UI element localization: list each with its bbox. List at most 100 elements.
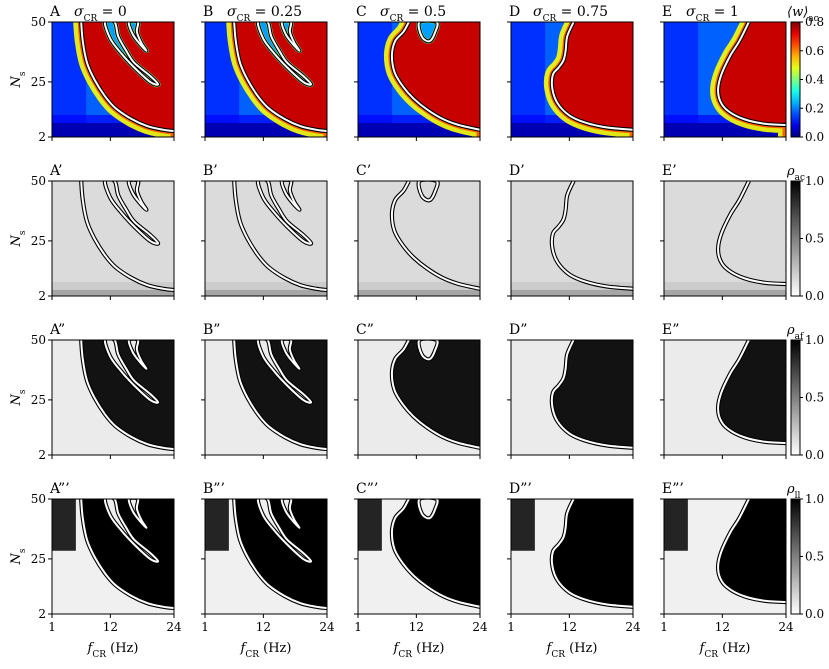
boundary-contour	[550, 181, 633, 290]
panel-letter: E’	[662, 163, 677, 179]
tongue-contour	[103, 181, 160, 245]
colorbar-tick-label: 0.8	[805, 15, 824, 29]
x-axis-label: fCR (Hz)	[393, 641, 445, 660]
colorbar-tick-label: 1.0	[805, 174, 824, 188]
panel-frame	[204, 180, 328, 297]
x-tick-label: 24	[472, 620, 488, 634]
panel-letter: B	[203, 4, 213, 20]
boundary-contour	[550, 340, 633, 449]
panel-b-row-4: 1 12 24 fCR (Hz) B”’	[201, 481, 335, 660]
colorbar-tick-label: 1.0	[805, 333, 824, 347]
tongue-contour	[417, 340, 439, 361]
boundary-contour	[233, 499, 327, 609]
boundary-contour	[80, 340, 174, 450]
x-tick-label: 12	[409, 620, 424, 634]
panel-c-row-4: 1 12 24 fCR (Hz) C”’	[354, 481, 488, 660]
panel-letter: C	[356, 4, 367, 20]
heatmap-high-region	[81, 499, 174, 614]
colorbar-tick-label: 1.0	[805, 492, 824, 506]
heatmap-floor-halo	[664, 282, 786, 290]
boundary-contour	[80, 499, 174, 609]
heatmap-high-region	[81, 22, 174, 137]
panel-frame	[51, 339, 175, 456]
heatmap-left-patch	[664, 499, 688, 551]
colorbar-tick-label: 0.0	[805, 130, 824, 144]
x-tick-label: 1	[201, 620, 209, 634]
heatmap-floor	[511, 290, 633, 296]
panel-a-row-3: 2 25 50 Ns A”	[9, 322, 175, 462]
panel-frame	[663, 498, 787, 615]
heatmap-left-patch	[52, 499, 76, 551]
boundary-contour	[550, 499, 633, 608]
panel-title: σCR = 1	[686, 4, 739, 24]
heatmap-floor	[205, 290, 327, 296]
colorbar-row-4: 1.0 0.5 0.0 ρll	[786, 482, 824, 621]
y-axis-label: Ns	[9, 389, 28, 406]
y-tick-label: 25	[31, 552, 46, 566]
panel-frame	[357, 180, 481, 297]
x-axis-label: fCR (Hz)	[546, 641, 598, 660]
x-tick-label: 24	[778, 620, 794, 634]
heatmap-high-region	[551, 22, 633, 137]
boundary-contour	[80, 181, 174, 291]
heatmap-high-region	[234, 499, 327, 614]
colorbar-row-3: 1.0 0.5 0.0 ρaf	[786, 323, 824, 462]
colorbar-label: ρaf	[786, 323, 804, 342]
tongue-contour	[103, 340, 160, 404]
panel-letter: E”	[662, 322, 679, 338]
tongue-contour	[417, 499, 439, 520]
panel-a-row-2: 2 25 50 Ns A’	[9, 163, 175, 303]
x-tick-label: 12	[562, 620, 577, 634]
colorbar-tick-label: 0.5	[805, 550, 824, 564]
panel-b-row-2: B’	[201, 163, 328, 300]
heatmap-high-region	[81, 340, 174, 455]
colorbar-tick-label: 0.6	[805, 44, 824, 58]
heatmap-high-region	[551, 340, 633, 455]
heatmap-floor	[358, 290, 480, 296]
panel-letter: D”	[509, 322, 527, 338]
x-axis-label: fCR (Hz)	[87, 641, 139, 660]
panel-letter: B”	[203, 322, 220, 338]
colorbar-tick-label: 0.0	[805, 448, 824, 462]
x-tick-label: 12	[715, 620, 730, 634]
heatmap-floor-halo	[664, 115, 786, 123]
heatmap-floor	[664, 290, 786, 296]
panel-frame	[510, 498, 634, 615]
panel-letter: A’	[49, 163, 63, 179]
heatmap-left-patch	[358, 499, 382, 551]
colorbar-tick-label: 0.2	[805, 101, 824, 115]
y-axis-label: Ns	[9, 548, 28, 565]
colorbar-tick-label: 0.5	[805, 391, 824, 405]
x-tick-label: 24	[625, 620, 641, 634]
panel-d-row-3: D”	[507, 322, 634, 459]
panel-title: σCR = 0.25	[227, 4, 302, 24]
boundary-contour	[390, 340, 480, 449]
boundary-contour	[550, 22, 633, 131]
panel-letter: D’	[509, 163, 525, 179]
heatmap-floor-halo	[205, 115, 327, 123]
tongue-contour	[103, 22, 160, 86]
panel-frame	[510, 21, 634, 138]
colorbar-row-2: 1.0 0.5 0.0 ρac	[786, 164, 824, 303]
panel-frame	[357, 498, 481, 615]
y-axis-label: Ns	[9, 230, 28, 247]
panel-letter: A”	[49, 322, 65, 338]
heatmap-high-region	[391, 340, 480, 455]
y-tick-label: 50	[31, 492, 46, 506]
heatmap-background	[664, 181, 786, 296]
x-tick-label: 1	[660, 620, 668, 634]
x-tick-label: 1	[507, 620, 515, 634]
x-tick-label: 12	[103, 620, 118, 634]
panel-letter: C”’	[356, 481, 378, 497]
tongue-contour	[256, 340, 313, 404]
boundary-contour	[717, 181, 786, 285]
y-tick-label: 50	[31, 15, 46, 29]
colorbar-label: ρac	[786, 164, 805, 183]
y-axis-label: Ns	[9, 71, 28, 88]
heatmap-left-patch	[205, 499, 229, 551]
x-axis-label: fCR (Hz)	[699, 641, 751, 660]
